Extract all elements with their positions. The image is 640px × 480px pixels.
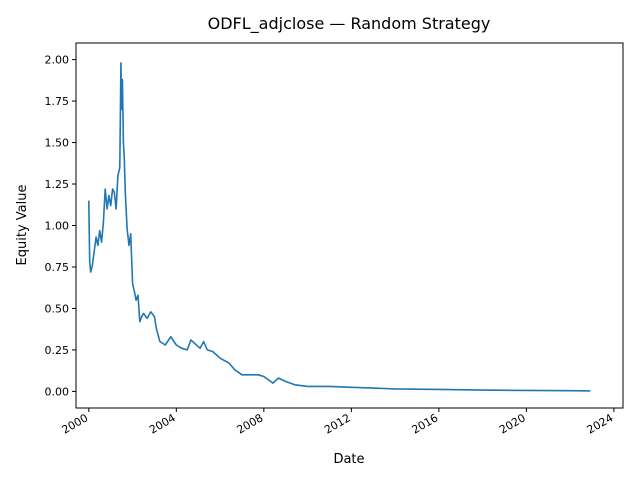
x-axis-label: Date [333, 452, 364, 467]
y-axis-label: Equity Value [15, 185, 30, 266]
chart-title: ODFL_adjclose — Random Strategy [208, 14, 491, 34]
y-tick-label: 1.00 [45, 220, 70, 233]
series-line-equity [88, 62, 591, 392]
y-axis: 0.00 0.25 0.50 0.75 1.00 1.25 1.50 1.75 2.00 [45, 54, 76, 398]
y-tick-label: 0.25 [45, 344, 70, 357]
y-tick-label: 1.50 [45, 137, 70, 150]
y-tick-label: 1.75 [45, 95, 70, 108]
y-tick-label: 2.00 [45, 54, 70, 67]
y-tick-label: 1.25 [45, 178, 70, 191]
y-tick-label: 0.00 [45, 385, 70, 398]
y-tick-label: 0.50 [45, 302, 70, 315]
y-tick-label: 0.75 [45, 261, 70, 274]
plot-area [88, 62, 591, 392]
